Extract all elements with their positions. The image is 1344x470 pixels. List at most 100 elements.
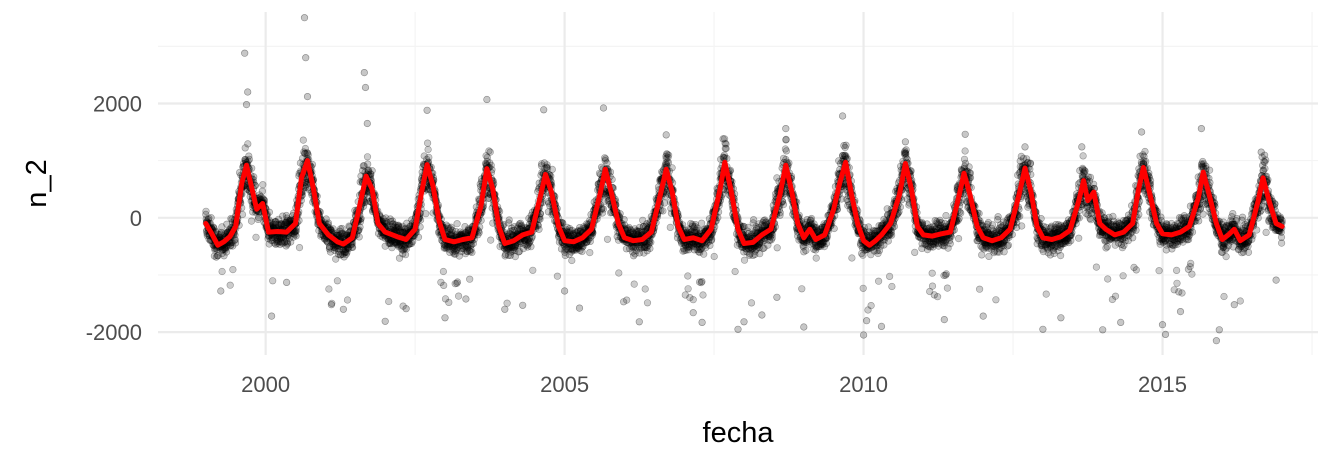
data-point (232, 240, 239, 247)
data-point (957, 210, 964, 217)
data-point (868, 302, 875, 309)
data-point (955, 235, 962, 242)
data-point (296, 244, 303, 251)
data-point (587, 249, 594, 256)
data-point (440, 282, 447, 289)
data-point (831, 225, 838, 232)
data-point (661, 200, 668, 207)
data-point (647, 245, 654, 252)
data-point (454, 279, 461, 286)
data-point (487, 149, 494, 156)
data-point (889, 283, 896, 290)
data-point (934, 293, 941, 300)
data-point (843, 142, 850, 149)
data-point (803, 247, 810, 254)
data-point (929, 283, 936, 290)
data-point (604, 236, 611, 243)
data-point (530, 267, 537, 274)
data-point (369, 167, 376, 174)
data-point (903, 147, 910, 154)
data-point (259, 188, 266, 195)
data-point (989, 222, 996, 229)
data-point (504, 300, 511, 307)
data-point (356, 234, 363, 241)
data-point (698, 220, 705, 227)
data-point (711, 253, 718, 260)
data-point (995, 213, 1002, 220)
data-point (424, 140, 431, 147)
data-point (690, 296, 697, 303)
data-point (423, 210, 430, 217)
data-point (741, 257, 748, 264)
data-point (993, 297, 1000, 304)
data-point (227, 282, 234, 289)
data-point (780, 201, 787, 208)
data-point (700, 251, 707, 258)
data-point (334, 278, 341, 285)
data-point (644, 300, 651, 307)
data-point (425, 146, 432, 153)
data-point (699, 278, 706, 285)
data-point (1018, 223, 1025, 230)
data-point (1016, 213, 1023, 220)
data-point (665, 152, 672, 159)
data-point (426, 154, 433, 161)
data-point (454, 220, 461, 227)
data-point (723, 145, 730, 152)
data-point (875, 278, 882, 285)
data-point (685, 286, 692, 293)
data-point (415, 234, 422, 241)
data-point (631, 281, 638, 288)
data-point (203, 208, 210, 215)
data-point (469, 249, 476, 256)
data-point (700, 292, 707, 299)
data-point (685, 273, 692, 280)
data-point (947, 240, 954, 247)
data-point (648, 239, 655, 246)
data-point (911, 249, 918, 256)
data-point (385, 298, 392, 305)
data-point (976, 286, 983, 293)
data-point (219, 268, 226, 275)
data-point (813, 255, 820, 262)
data-point (943, 271, 950, 278)
data-point (260, 181, 267, 188)
data-point (208, 214, 215, 221)
data-point (748, 300, 755, 307)
data-point (269, 278, 276, 285)
data-point (783, 136, 790, 143)
data-point (978, 252, 985, 259)
data-point (849, 255, 856, 262)
data-point (799, 286, 806, 293)
data-point (364, 154, 371, 161)
data-point (487, 237, 494, 244)
data-point (929, 270, 936, 277)
data-point (554, 273, 561, 280)
data-point (667, 224, 674, 231)
data-point (966, 164, 973, 171)
data-point (223, 249, 230, 256)
data-point (660, 208, 667, 215)
data-point (246, 156, 253, 163)
data-point (446, 299, 453, 306)
data-point (616, 270, 623, 277)
data-point (600, 206, 607, 213)
data-point (783, 148, 790, 155)
data-point (623, 297, 630, 304)
data-point (344, 297, 351, 304)
data-point (253, 234, 260, 241)
data-point (230, 266, 237, 273)
data-point (569, 257, 576, 264)
data-point (886, 273, 893, 280)
data-point (506, 217, 513, 224)
data-point (549, 166, 556, 173)
data-point (326, 286, 333, 293)
data-point (860, 285, 867, 292)
data-point (536, 226, 543, 233)
data-point (1005, 242, 1012, 249)
data-point (962, 148, 969, 155)
data-point (293, 228, 300, 235)
data-point (300, 137, 307, 144)
data-point (248, 218, 255, 225)
